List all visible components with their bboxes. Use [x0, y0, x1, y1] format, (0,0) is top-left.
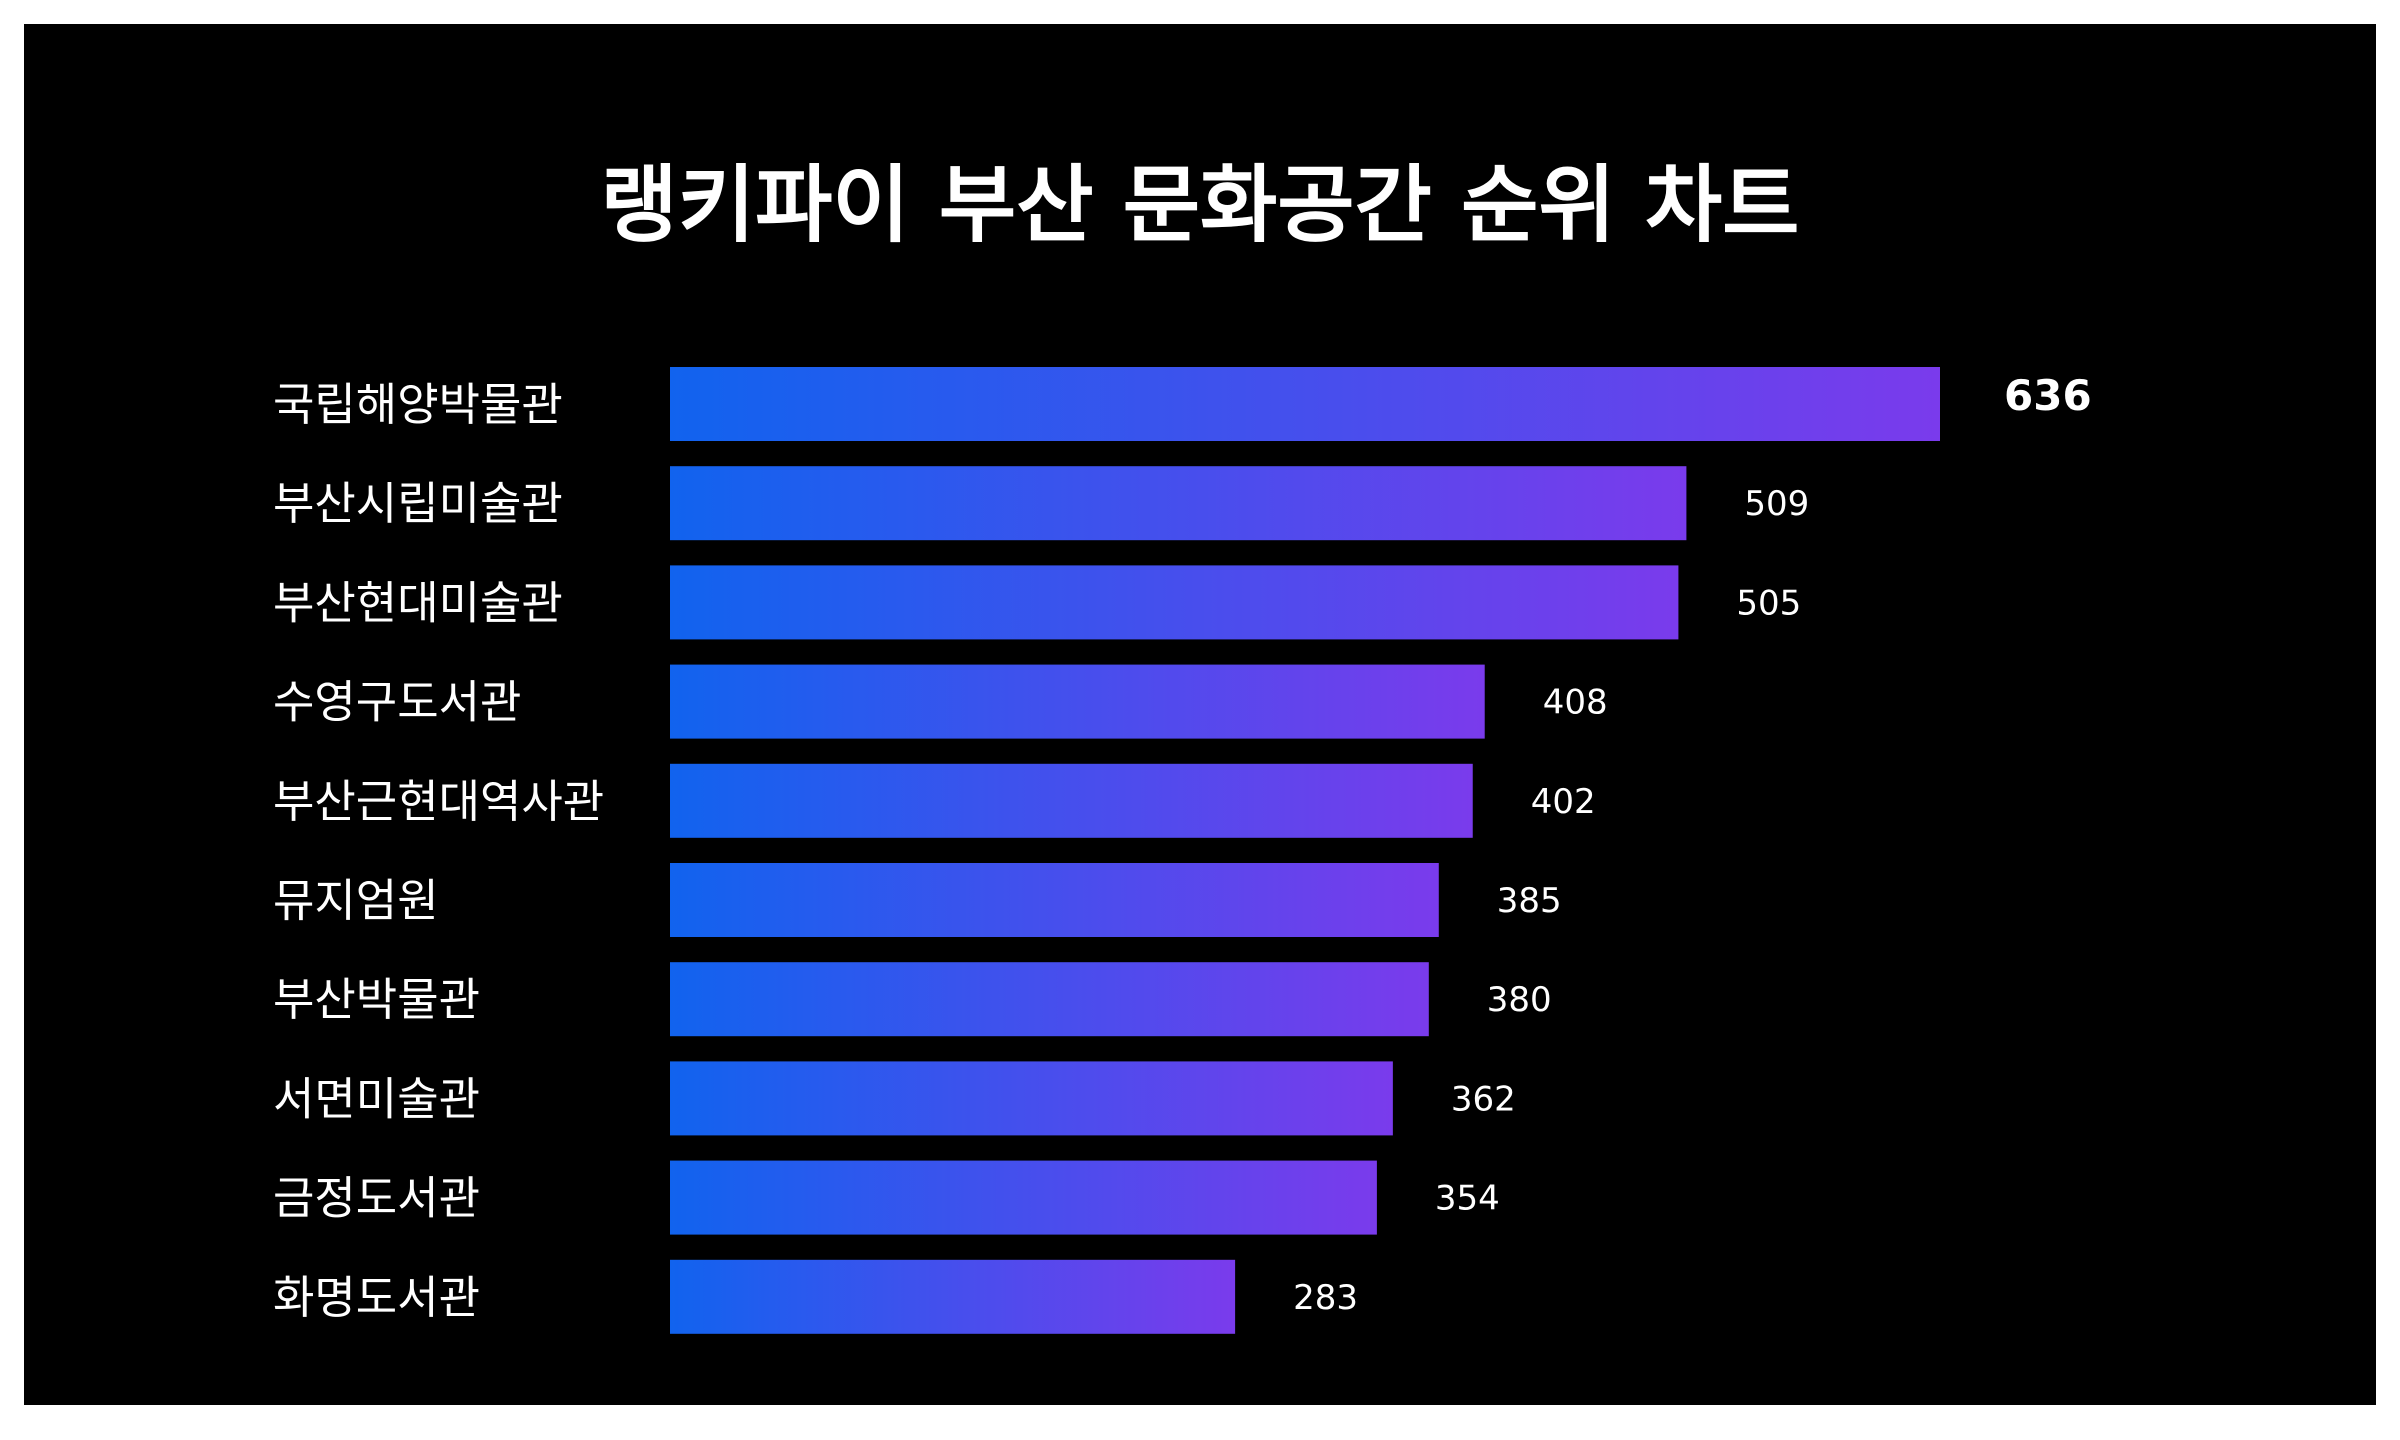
category-label: 부산박물관 [273, 973, 480, 1026]
bar-row: 부산박물관 380 [273, 962, 1552, 1037]
bar [670, 962, 1429, 1037]
category-label: 서면미술관 [273, 1072, 480, 1125]
value-label: 408 [1543, 683, 1608, 723]
bars-layer: 국립해양박물관 636 부산시립미술관 509 부산현대미술관 505 수영구도서관 408 부… [273, 367, 2092, 1334]
bar [670, 1061, 1393, 1136]
value-label: 380 [1487, 980, 1552, 1020]
category-label: 부산시립미술관 [273, 477, 563, 530]
category-label: 화명도서관 [273, 1271, 480, 1324]
bar [670, 1160, 1377, 1235]
value-label: 385 [1497, 881, 1562, 921]
bar [670, 763, 1473, 838]
bar-row: 부산시립미술관 509 [273, 466, 1809, 541]
bar [670, 466, 1687, 541]
category-label: 부산현대미술관 [273, 576, 563, 629]
value-label: 354 [1435, 1179, 1500, 1219]
bar-row: 부산현대미술관 505 [273, 565, 1801, 640]
bar [670, 863, 1439, 937]
bar-row: 금정도서관 354 [273, 1160, 1500, 1235]
category-label: 금정도서관 [273, 1172, 480, 1225]
bar [670, 565, 1679, 640]
bar-row: 부산근현대역사관 402 [273, 763, 1596, 838]
bar-row: 뮤지엄원 385 [273, 863, 1562, 937]
bar-row: 화명도서관 283 [273, 1259, 1358, 1334]
value-label: 505 [1736, 583, 1801, 623]
category-label: 국립해양박물관 [273, 378, 563, 431]
bar-row: 수영구도서관 408 [273, 664, 1608, 739]
category-label: 수영구도서관 [273, 676, 521, 729]
value-label: 636 [2004, 371, 2092, 420]
value-label: 283 [1293, 1278, 1358, 1318]
bar-row: 서면미술관 362 [273, 1061, 1516, 1136]
category-label: 뮤지엄원 [273, 874, 439, 927]
bar [670, 367, 1940, 441]
chart-title: 랭키파이 부산 문화공간 순위 차트 [600, 156, 1800, 254]
bar [670, 1259, 1236, 1334]
value-label: 509 [1744, 484, 1809, 524]
bar-row: 국립해양박물관 636 [273, 367, 2092, 441]
bar [670, 664, 1485, 739]
category-label: 부산근현대역사관 [273, 775, 604, 828]
value-label: 362 [1451, 1079, 1516, 1119]
value-label: 402 [1531, 782, 1596, 822]
